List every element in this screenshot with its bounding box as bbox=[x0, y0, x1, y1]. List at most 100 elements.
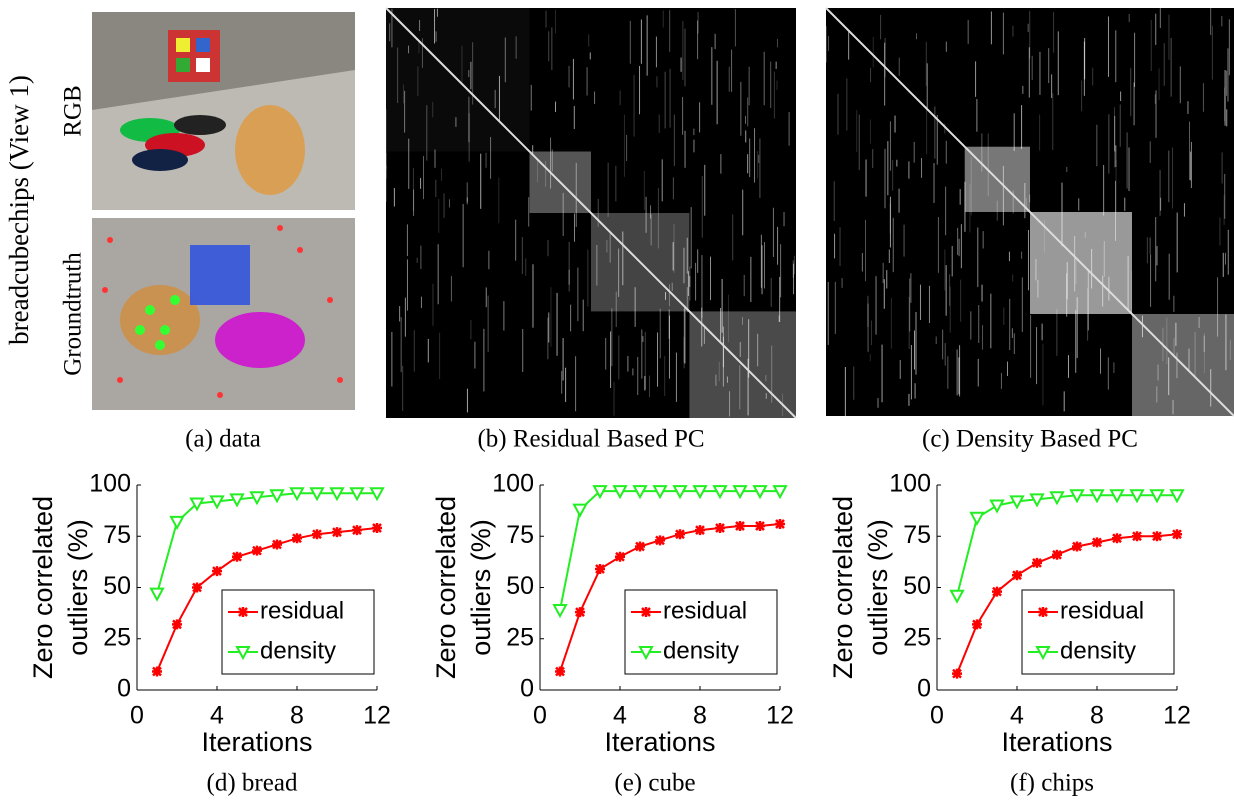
x-tick-label: 4 bbox=[210, 702, 224, 730]
x-tick-label: 0 bbox=[533, 702, 547, 730]
marker bbox=[972, 619, 982, 629]
x-tick-label: 0 bbox=[130, 702, 144, 730]
y-tick-label: 25 bbox=[506, 623, 534, 651]
series-line bbox=[157, 493, 377, 593]
caption: (a) data bbox=[185, 426, 261, 453]
side-label: breadcubechips (View 1) bbox=[4, 75, 34, 345]
y-tick-label: 50 bbox=[506, 572, 534, 600]
marker bbox=[171, 517, 183, 528]
legend-label: density bbox=[663, 637, 739, 664]
x-tick-label: 8 bbox=[290, 702, 304, 730]
marker bbox=[1032, 558, 1042, 568]
x-axis-label: Iterations bbox=[201, 727, 312, 757]
caption: (b) Residual Based PC bbox=[477, 426, 704, 453]
affinity-matrix bbox=[826, 8, 1234, 416]
marker bbox=[232, 552, 242, 562]
legend-label: density bbox=[260, 637, 336, 664]
y-axis-label: outliers (%) bbox=[466, 519, 496, 656]
marker bbox=[555, 667, 565, 677]
line-chart: 025507510004812IterationsZero correlated… bbox=[431, 470, 794, 797]
marker bbox=[312, 529, 322, 539]
marker bbox=[575, 607, 585, 617]
y-axis-label: outliers (%) bbox=[863, 519, 893, 656]
y-tick-label: 50 bbox=[903, 572, 931, 600]
marker bbox=[1112, 533, 1122, 543]
caption: (c) Density Based PC bbox=[922, 426, 1138, 453]
y-tick-label: 75 bbox=[903, 521, 931, 549]
marker bbox=[991, 501, 1003, 512]
marker bbox=[332, 527, 342, 537]
y-tick-label: 100 bbox=[89, 470, 131, 498]
marker bbox=[272, 539, 282, 549]
legend-label: residual bbox=[1060, 597, 1144, 624]
marker bbox=[655, 535, 665, 545]
legend-marker bbox=[641, 607, 651, 617]
y-axis-label: Zero correlated bbox=[431, 496, 461, 679]
y-tick-label: 25 bbox=[103, 623, 131, 651]
legend-marker bbox=[238, 607, 248, 617]
marker bbox=[951, 591, 963, 602]
marker bbox=[352, 525, 362, 535]
legend-label: residual bbox=[663, 597, 747, 624]
y-tick-label: 75 bbox=[103, 521, 131, 549]
marker bbox=[1072, 542, 1082, 552]
rgb-image bbox=[92, 12, 355, 210]
marker bbox=[992, 587, 1002, 597]
caption: (e) cube bbox=[614, 770, 695, 797]
marker bbox=[372, 523, 382, 533]
y-axis-label: outliers (%) bbox=[63, 519, 93, 656]
y-tick-label: 0 bbox=[520, 675, 534, 703]
marker bbox=[574, 505, 586, 516]
legend-marker bbox=[1038, 607, 1048, 617]
caption: (d) bread bbox=[207, 770, 298, 797]
figure: breadcubechips (View 1) RGB Groundtruth … bbox=[0, 0, 1234, 805]
y-tick-label: 50 bbox=[103, 572, 131, 600]
marker bbox=[595, 564, 605, 574]
marker bbox=[635, 542, 645, 552]
marker bbox=[775, 519, 785, 529]
marker bbox=[675, 529, 685, 539]
marker bbox=[971, 513, 983, 524]
legend-label: residual bbox=[260, 597, 344, 624]
page: {"figure":{"side_label":"breadcubechips … bbox=[0, 0, 1234, 805]
marker bbox=[952, 669, 962, 679]
x-axis-label: Iterations bbox=[604, 727, 715, 757]
y-tick-label: 75 bbox=[506, 521, 534, 549]
x-tick-label: 0 bbox=[930, 702, 944, 730]
marker bbox=[695, 525, 705, 535]
marker bbox=[212, 566, 222, 576]
row-label: RGB bbox=[60, 85, 87, 136]
series-line bbox=[957, 495, 1177, 595]
marker bbox=[1052, 550, 1062, 560]
marker bbox=[152, 667, 162, 677]
marker bbox=[172, 619, 182, 629]
marker bbox=[1012, 570, 1022, 580]
caption: (f) chips bbox=[1010, 770, 1094, 797]
marker bbox=[554, 605, 566, 616]
y-tick-label: 100 bbox=[492, 470, 534, 498]
marker bbox=[252, 546, 262, 556]
x-axis-label: Iterations bbox=[1001, 727, 1112, 757]
affinity-matrix bbox=[386, 8, 796, 418]
y-tick-label: 0 bbox=[117, 675, 131, 703]
marker bbox=[292, 533, 302, 543]
marker bbox=[192, 583, 202, 593]
y-axis-label: Zero correlated bbox=[28, 496, 58, 679]
row-label: Groundtruth bbox=[60, 252, 87, 376]
x-tick-label: 8 bbox=[1090, 702, 1104, 730]
x-tick-label: 4 bbox=[1010, 702, 1024, 730]
marker bbox=[151, 589, 163, 600]
x-tick-label: 12 bbox=[1163, 702, 1191, 730]
marker bbox=[735, 521, 745, 531]
x-tick-label: 8 bbox=[693, 702, 707, 730]
y-tick-label: 100 bbox=[889, 470, 931, 498]
x-tick-label: 12 bbox=[766, 702, 794, 730]
marker bbox=[1152, 531, 1162, 541]
y-axis-label: Zero correlated bbox=[828, 496, 858, 679]
marker bbox=[1092, 537, 1102, 547]
marker bbox=[755, 521, 765, 531]
marker bbox=[615, 552, 625, 562]
marker bbox=[1172, 529, 1182, 539]
marker bbox=[1132, 531, 1142, 541]
